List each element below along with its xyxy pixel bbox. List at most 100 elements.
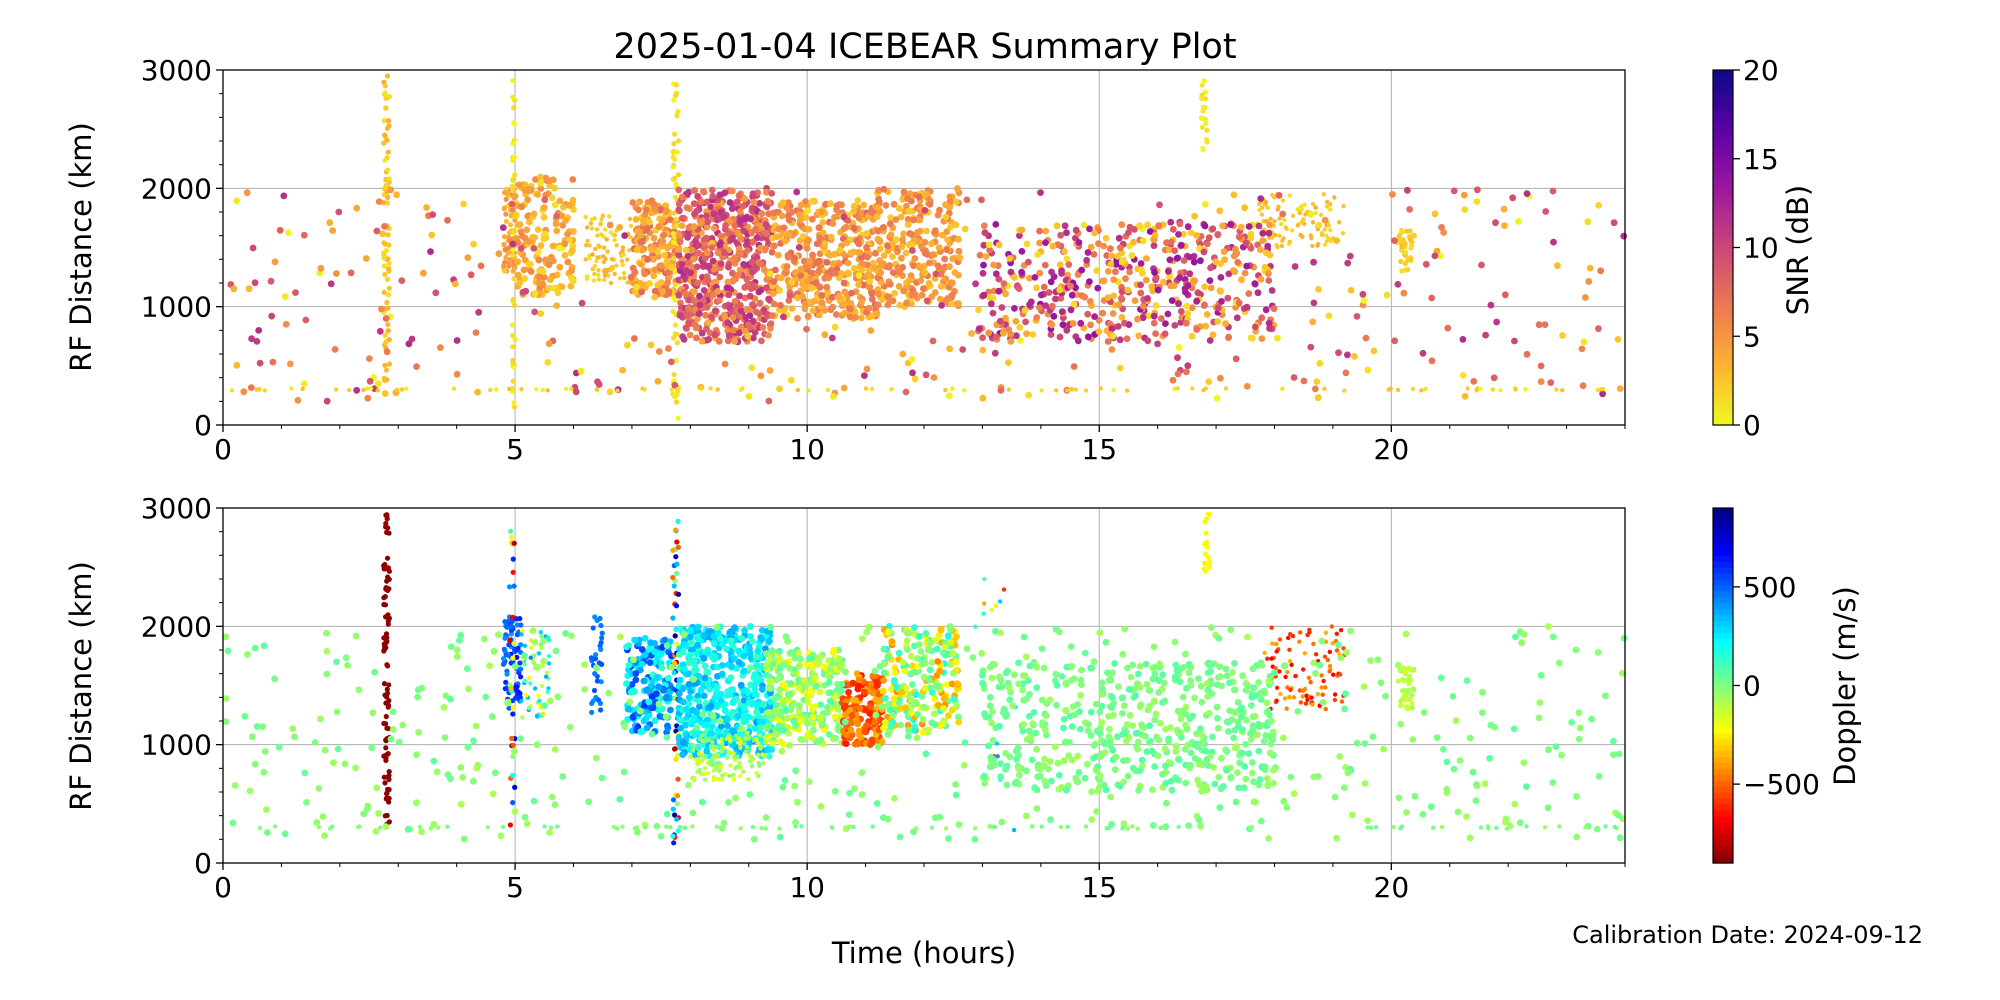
snr-point bbox=[791, 230, 798, 237]
snr-point bbox=[510, 78, 516, 84]
snr-point bbox=[1018, 248, 1026, 255]
doppler-point bbox=[673, 756, 679, 762]
snr-point bbox=[868, 290, 876, 298]
snr-point bbox=[747, 215, 754, 223]
snr-point bbox=[637, 232, 644, 239]
snr-point bbox=[955, 235, 962, 243]
snr-point bbox=[921, 269, 929, 277]
snr-point bbox=[382, 340, 389, 346]
snr-point bbox=[594, 387, 599, 392]
doppler-point bbox=[772, 701, 780, 709]
snr-point bbox=[1209, 225, 1217, 233]
snr-point bbox=[946, 193, 954, 201]
snr-point bbox=[1104, 294, 1112, 301]
snr-point bbox=[531, 290, 539, 298]
snr-point bbox=[783, 204, 790, 211]
doppler-point bbox=[729, 727, 736, 734]
snr-point bbox=[863, 230, 871, 237]
snr-point bbox=[1537, 362, 1545, 370]
snr-point bbox=[511, 364, 517, 370]
snr-point bbox=[384, 276, 391, 283]
doppler-point bbox=[502, 635, 508, 641]
snr-point bbox=[1258, 314, 1266, 322]
doppler-point bbox=[817, 736, 825, 743]
snr-point bbox=[1310, 258, 1317, 266]
snr-point bbox=[1070, 300, 1078, 308]
snr-point bbox=[873, 213, 881, 221]
snr-point bbox=[326, 219, 334, 227]
snr-point bbox=[918, 291, 926, 299]
snr-point bbox=[748, 364, 756, 371]
snr-point bbox=[1084, 333, 1092, 341]
snr-point bbox=[671, 335, 677, 341]
doppler-point bbox=[748, 638, 756, 645]
doppler-point bbox=[754, 737, 759, 742]
snr-point bbox=[749, 238, 757, 246]
doppler-point bbox=[386, 682, 392, 688]
snr-point bbox=[999, 329, 1007, 337]
snr-point bbox=[1086, 225, 1093, 233]
doppler-point bbox=[383, 520, 389, 527]
snr-point bbox=[383, 105, 389, 111]
snr-point bbox=[684, 252, 692, 260]
doppler-point bbox=[507, 822, 513, 828]
snr-colorbar-segment bbox=[1713, 247, 1733, 255]
snr-point bbox=[661, 251, 668, 259]
snr-point bbox=[898, 254, 905, 262]
snr-point bbox=[788, 376, 795, 384]
snr-point bbox=[386, 260, 392, 266]
snr-point bbox=[1428, 294, 1436, 302]
snr-point bbox=[251, 279, 259, 287]
doppler-point bbox=[725, 755, 730, 760]
snr-point bbox=[741, 294, 749, 302]
snr-point bbox=[650, 255, 657, 263]
doppler-point bbox=[674, 570, 680, 577]
doppler-point bbox=[749, 754, 754, 760]
snr-point bbox=[1033, 314, 1041, 321]
snr-point bbox=[688, 246, 696, 254]
doppler-point bbox=[695, 697, 703, 705]
doppler-point bbox=[741, 703, 748, 711]
snr-point bbox=[570, 206, 577, 213]
snr-point bbox=[858, 298, 865, 306]
snr-point bbox=[658, 262, 665, 270]
doppler-point bbox=[735, 647, 743, 655]
snr-point bbox=[980, 222, 988, 230]
snr-point bbox=[675, 245, 683, 253]
doppler-point bbox=[685, 694, 693, 702]
snr-point bbox=[691, 321, 699, 329]
snr-point bbox=[395, 387, 400, 392]
snr-point bbox=[1204, 127, 1210, 133]
snr-point bbox=[257, 387, 262, 392]
doppler-point bbox=[740, 667, 748, 675]
snr-point bbox=[1152, 330, 1159, 337]
snr-point bbox=[923, 227, 930, 235]
snr-point bbox=[560, 203, 567, 211]
snr-point bbox=[995, 287, 1003, 295]
snr-point bbox=[1156, 201, 1163, 209]
snr-point bbox=[729, 269, 736, 277]
doppler-point bbox=[703, 754, 708, 759]
snr-point bbox=[1233, 249, 1241, 257]
snr-point bbox=[829, 303, 837, 311]
snr-point bbox=[1058, 308, 1066, 316]
snr-point bbox=[869, 386, 875, 392]
doppler-point bbox=[729, 698, 737, 706]
snr-point bbox=[766, 270, 774, 277]
snr-point bbox=[795, 387, 800, 393]
doppler-point bbox=[925, 646, 932, 654]
snr-point bbox=[1086, 298, 1094, 305]
snr-point bbox=[710, 210, 718, 218]
snr-point bbox=[756, 310, 763, 317]
snr-point bbox=[950, 386, 955, 391]
doppler-point bbox=[687, 633, 694, 641]
snr-point bbox=[946, 392, 953, 400]
doppler-point bbox=[674, 561, 680, 567]
snr-point bbox=[601, 277, 607, 282]
snr-colorbar-segment bbox=[1713, 135, 1733, 142]
snr-point bbox=[540, 204, 548, 212]
snr-point bbox=[600, 213, 605, 218]
snr-point bbox=[1069, 320, 1077, 327]
snr-point bbox=[746, 292, 754, 300]
doppler-point bbox=[536, 693, 541, 698]
